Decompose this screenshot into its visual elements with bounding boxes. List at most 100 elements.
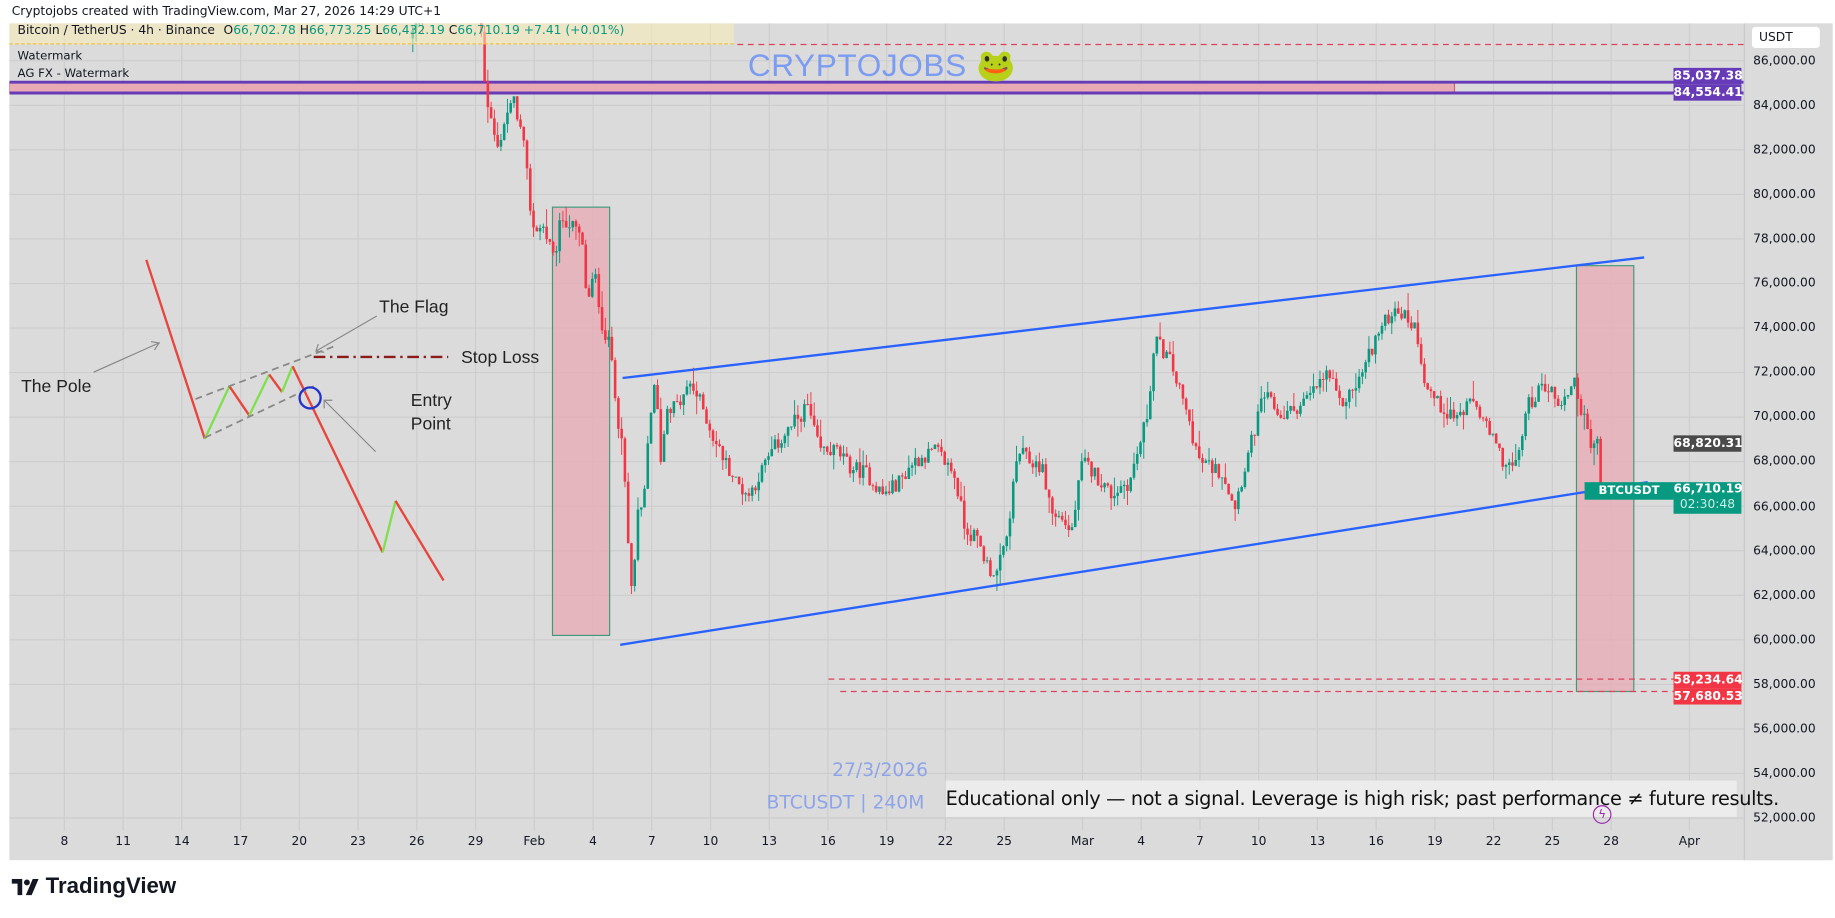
candle — [1257, 411, 1260, 435]
candle — [774, 439, 777, 449]
candle — [1270, 392, 1273, 397]
candle — [1328, 370, 1331, 378]
candle — [552, 242, 555, 253]
candle — [738, 477, 741, 484]
time-tick-label: 13 — [1310, 834, 1326, 848]
change-value: +7.41 (+0.01%) — [524, 23, 624, 37]
candle — [846, 454, 849, 457]
candle — [1576, 378, 1579, 399]
candle — [1479, 407, 1482, 418]
candle — [904, 476, 907, 478]
candle — [986, 560, 989, 561]
price-tick-label: 54,000.00 — [1753, 766, 1816, 780]
candle — [1492, 434, 1495, 435]
candle — [1201, 458, 1204, 463]
time-tick-label: 20 — [291, 834, 307, 848]
candle — [1293, 406, 1296, 411]
candle — [686, 387, 689, 395]
candle — [1263, 397, 1266, 398]
candle — [1214, 464, 1217, 473]
candle — [1097, 468, 1100, 486]
candle — [790, 427, 793, 428]
time-tick-label: 26 — [409, 834, 425, 848]
candle — [565, 221, 568, 228]
candle — [973, 530, 976, 541]
candle — [1433, 391, 1436, 398]
candle — [842, 454, 845, 457]
candle — [682, 394, 685, 405]
candle — [1299, 406, 1302, 414]
candle — [764, 460, 767, 466]
candle — [1074, 510, 1077, 527]
lightning-icon[interactable]: ϟ — [1593, 805, 1612, 824]
candle — [1156, 337, 1159, 354]
price-tick-label: 62,000.00 — [1753, 588, 1816, 602]
candle — [1058, 516, 1061, 517]
candle — [487, 82, 490, 108]
time-tick-label: 25 — [1545, 834, 1561, 848]
candle — [1567, 395, 1570, 397]
candle — [1531, 397, 1534, 407]
disclaimer-text: Educational only — not a signal. Leverag… — [946, 781, 1737, 817]
candle — [666, 409, 669, 434]
candle — [1221, 477, 1224, 478]
candle — [1469, 399, 1472, 402]
breakdown-leg — [293, 366, 383, 552]
candle — [1528, 397, 1531, 413]
candle — [859, 462, 862, 478]
candle — [591, 279, 594, 297]
candle — [1335, 379, 1338, 391]
candle — [1534, 402, 1537, 407]
candle — [777, 439, 780, 447]
indicator-watermark[interactable]: Watermark — [18, 50, 83, 63]
flag-up-leg — [282, 366, 293, 392]
candle — [927, 449, 930, 463]
candle — [894, 480, 897, 491]
candle — [963, 501, 966, 529]
candle — [1508, 462, 1511, 465]
candle — [715, 441, 718, 444]
tradingview-logo[interactable]: TradingView — [12, 874, 177, 900]
candle — [640, 507, 643, 509]
candle — [1090, 462, 1093, 477]
candle — [1374, 336, 1377, 355]
candle — [1253, 435, 1256, 436]
indicator-ag-fx-watermark[interactable]: AG FX - Watermark — [18, 68, 130, 81]
candle — [937, 445, 940, 447]
candle — [650, 413, 653, 444]
candle — [1404, 310, 1407, 318]
price-tick-label: 86,000.00 — [1753, 54, 1816, 68]
candle — [862, 465, 865, 478]
candle — [1368, 349, 1371, 362]
currency-button[interactable]: USDT — [1752, 27, 1820, 48]
candle — [1142, 422, 1145, 442]
candle — [1570, 386, 1573, 395]
candle — [1511, 462, 1514, 465]
candle — [1015, 461, 1018, 481]
candle — [1518, 450, 1521, 460]
candle — [1345, 402, 1348, 406]
candle — [911, 465, 914, 467]
price-chart[interactable] — [9, 23, 1743, 831]
brand-watermark: CRYPTOJOBS 🐸 — [748, 47, 1016, 84]
candle — [1505, 465, 1508, 467]
candle — [614, 360, 617, 398]
candle — [1247, 453, 1250, 472]
candle — [1482, 418, 1485, 419]
flag-down-leg — [229, 386, 249, 415]
candle — [914, 458, 917, 466]
symbol-legend[interactable]: Bitcoin / TetherUS · 4h · Binance O66,70… — [9, 23, 733, 44]
channel-upper-line — [623, 257, 1645, 378]
candle — [1149, 391, 1152, 419]
candle — [770, 449, 773, 456]
candle — [1198, 446, 1201, 458]
candle — [1273, 397, 1276, 409]
candle — [1048, 490, 1051, 498]
candle — [532, 211, 535, 228]
candle — [872, 485, 875, 486]
candle — [806, 404, 809, 405]
price-tick-label: 82,000.00 — [1753, 143, 1816, 157]
time-tick-label: 19 — [879, 834, 895, 848]
candle — [1018, 454, 1021, 462]
candle — [878, 487, 881, 492]
